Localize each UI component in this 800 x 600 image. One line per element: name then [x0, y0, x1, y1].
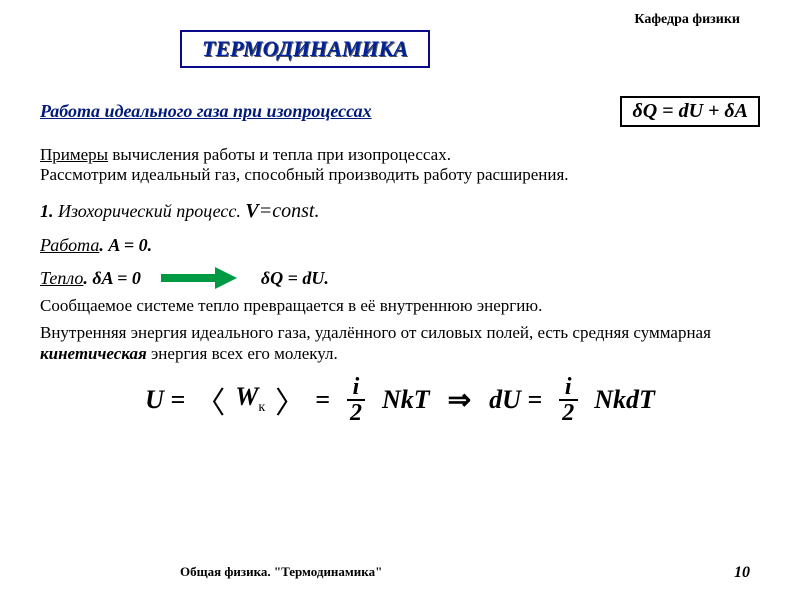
explanation-1: Сообщаемое системе тепло превращается в … — [40, 295, 760, 316]
process-number: 1. — [40, 201, 58, 221]
internal-energy-formula: U = 〈 Wк 〉 = i2 NkT ⇒ dU = i2 NkdT — [40, 375, 760, 425]
footer: Общая физика. "Термодинамика" 10 — [0, 564, 800, 582]
process-name: Изохорический процесс. — [58, 201, 245, 221]
process-variable: V — [245, 200, 258, 222]
intro-text-2: Рассмотрим идеальный газ, способный прои… — [40, 165, 569, 184]
f-NkdT: NkdT — [594, 385, 655, 415]
heat-expression-2: δQ = dU. — [261, 268, 329, 289]
f-U: U = — [145, 385, 185, 415]
heat-label: Тепло — [40, 268, 83, 288]
intro-paragraph: Примеры вычисления работы и тепла при из… — [40, 145, 760, 186]
first-law-equation: δQ = dU + δA — [620, 96, 760, 127]
footer-text: Общая физика. "Термодинамика" — [180, 564, 382, 582]
f-eq1: = — [315, 385, 330, 415]
process-heading: 1. Изохорический процесс. V=const. — [40, 200, 760, 223]
section-row: Работа идеального газа при изопроцессах … — [40, 96, 760, 127]
f-Wk: Wк — [235, 382, 265, 416]
work-row: Работа. A = 0. — [40, 235, 760, 256]
title-box: ТЕРМОДИНАМИКА — [180, 30, 430, 68]
fraction-1: i2 — [344, 375, 368, 425]
angle-left: 〈 — [195, 378, 225, 422]
text-2c: энергия всех его молекул. — [147, 344, 338, 363]
implies-symbol: ⇒ — [448, 383, 471, 417]
explanation-2: Внутренняя энергия идеального газа, удал… — [40, 322, 760, 365]
department-label: Кафедра физики — [634, 12, 740, 28]
heat-row: Тепло. δA = 0 δQ = dU. — [40, 268, 760, 289]
f-dU: dU = — [489, 385, 542, 415]
work-expression: . A = 0. — [99, 235, 152, 255]
heat-expression-1: . δA = 0 — [83, 268, 141, 288]
process-condition: =const. — [259, 200, 320, 222]
intro-examples: Примеры — [40, 145, 108, 164]
angle-right: 〉 — [275, 378, 305, 422]
fraction-2: i2 — [556, 375, 580, 425]
f-NkT: NkT — [382, 385, 430, 415]
text-2b: кинетическая — [40, 344, 147, 363]
text-2a: Внутренняя энергия идеального газа, удал… — [40, 323, 711, 342]
work-label: Работа — [40, 235, 99, 255]
page-number: 10 — [734, 564, 750, 582]
section-heading: Работа идеального газа при изопроцессах — [40, 101, 372, 122]
arrow-icon — [161, 269, 241, 287]
intro-text-1: вычисления работы и тепла при изопроцесс… — [108, 145, 451, 164]
heat-left: Тепло. δA = 0 — [40, 268, 141, 289]
page-title: ТЕРМОДИНАМИКА — [202, 36, 408, 61]
